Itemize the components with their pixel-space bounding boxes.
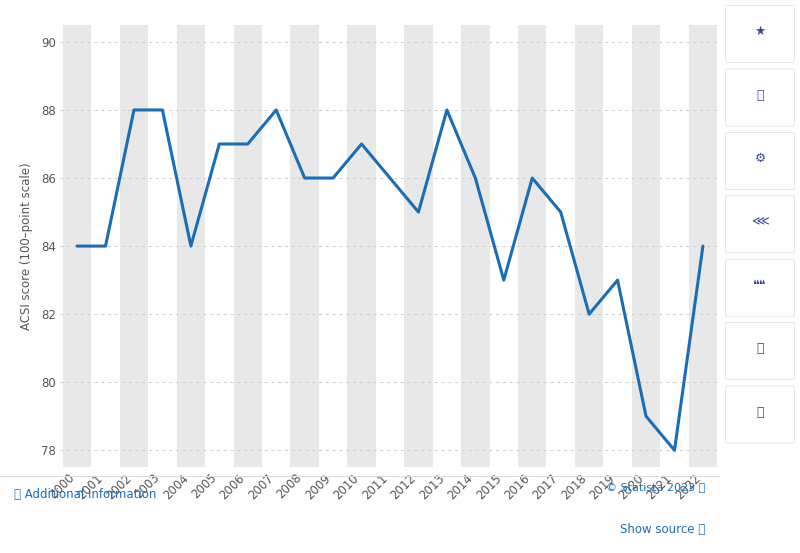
Bar — [461, 25, 490, 467]
Y-axis label: ACSI score (100–point scale): ACSI score (100–point scale) — [20, 162, 33, 330]
FancyBboxPatch shape — [726, 386, 794, 443]
Bar — [632, 25, 660, 467]
Text: Show source ⓘ: Show source ⓘ — [620, 523, 706, 536]
Bar — [518, 25, 546, 467]
Bar — [347, 25, 376, 467]
Bar — [177, 25, 205, 467]
Text: ⚙: ⚙ — [754, 152, 766, 165]
FancyBboxPatch shape — [726, 69, 794, 126]
Text: ★: ★ — [754, 25, 766, 38]
FancyBboxPatch shape — [726, 196, 794, 253]
Bar — [120, 25, 148, 467]
FancyBboxPatch shape — [726, 132, 794, 190]
Bar — [689, 25, 717, 467]
Bar — [63, 25, 91, 467]
Text: ❝❝: ❝❝ — [754, 279, 766, 292]
FancyBboxPatch shape — [726, 6, 794, 62]
Text: 🏴: 🏴 — [756, 342, 764, 355]
Text: ⓘ Additional Information: ⓘ Additional Information — [14, 488, 157, 502]
Text: ⋘: ⋘ — [751, 216, 769, 228]
Bar — [290, 25, 319, 467]
Bar — [234, 25, 262, 467]
Text: 🖨: 🖨 — [756, 406, 764, 419]
Bar — [404, 25, 433, 467]
FancyBboxPatch shape — [726, 259, 794, 316]
Text: 🔔: 🔔 — [756, 88, 764, 102]
Text: © Statista 2023 🏴: © Statista 2023 🏴 — [606, 482, 706, 492]
Bar — [575, 25, 603, 467]
FancyBboxPatch shape — [726, 322, 794, 380]
